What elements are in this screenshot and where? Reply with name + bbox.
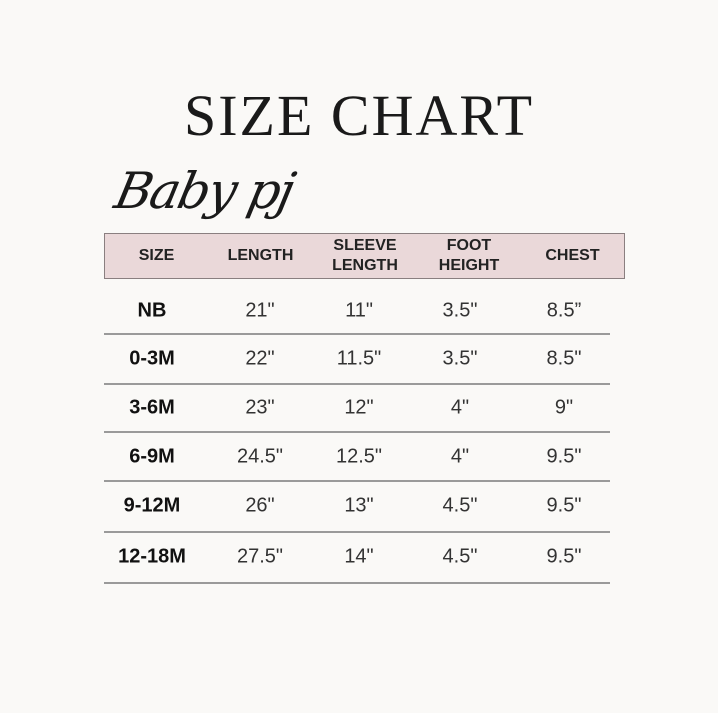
column-header: SIZE xyxy=(104,233,209,279)
measurement-cell: 11" xyxy=(345,299,373,322)
measurement-cell: 3.5" xyxy=(442,347,478,370)
row-divider xyxy=(104,582,610,584)
measurement-cell: 23" xyxy=(245,396,275,419)
measurement-cell: 14" xyxy=(344,545,374,568)
column-header: LENGTH xyxy=(208,233,314,279)
measurement-cell: 9.5" xyxy=(546,494,582,517)
row-divider xyxy=(104,431,610,433)
measurement-cell: 27.5" xyxy=(236,545,284,568)
size-label: 12-18M xyxy=(118,545,186,568)
measurement-cell: 4" xyxy=(450,396,470,419)
size-label: 3-6M xyxy=(129,396,175,419)
measurement-cell: 3.5" xyxy=(442,299,478,322)
measurement-cell: 12.5" xyxy=(335,445,383,468)
measurement-cell: 12" xyxy=(344,396,374,419)
column-header: CHEST xyxy=(521,233,625,279)
measurement-cell: 11.5" xyxy=(336,347,382,370)
measurement-cell: 22" xyxy=(245,347,275,370)
measurement-cell: 8.5" xyxy=(546,347,582,370)
measurement-cell: 4.5" xyxy=(442,494,478,517)
column-header: FOOT HEIGHT xyxy=(417,233,522,279)
measurement-cell: 26" xyxy=(245,494,275,517)
measurement-cell: 24.5" xyxy=(236,445,284,468)
measurement-cell: 8.5” xyxy=(546,299,582,322)
measurement-cell: 9.5" xyxy=(546,445,582,468)
measurement-cell: 9.5" xyxy=(546,545,582,568)
row-divider xyxy=(104,383,610,385)
measurement-cell: 4" xyxy=(450,445,470,468)
row-divider xyxy=(104,333,610,335)
measurement-cell: 13" xyxy=(344,494,374,517)
column-header: SLEEVE LENGTH xyxy=(313,233,418,279)
product-subtitle: Baby pj xyxy=(109,162,299,220)
measurement-cell: 9" xyxy=(554,396,574,419)
size-label: 9-12M xyxy=(123,494,181,517)
row-divider xyxy=(104,480,610,482)
measurement-cell: 4.5" xyxy=(442,545,478,568)
measurement-cell: 21" xyxy=(245,299,275,322)
size-label: NB xyxy=(137,299,167,322)
row-divider xyxy=(104,531,610,533)
size-label: 0-3M xyxy=(129,347,175,370)
size-label: 6-9M xyxy=(129,445,175,468)
page-title: SIZE CHART xyxy=(183,83,535,148)
